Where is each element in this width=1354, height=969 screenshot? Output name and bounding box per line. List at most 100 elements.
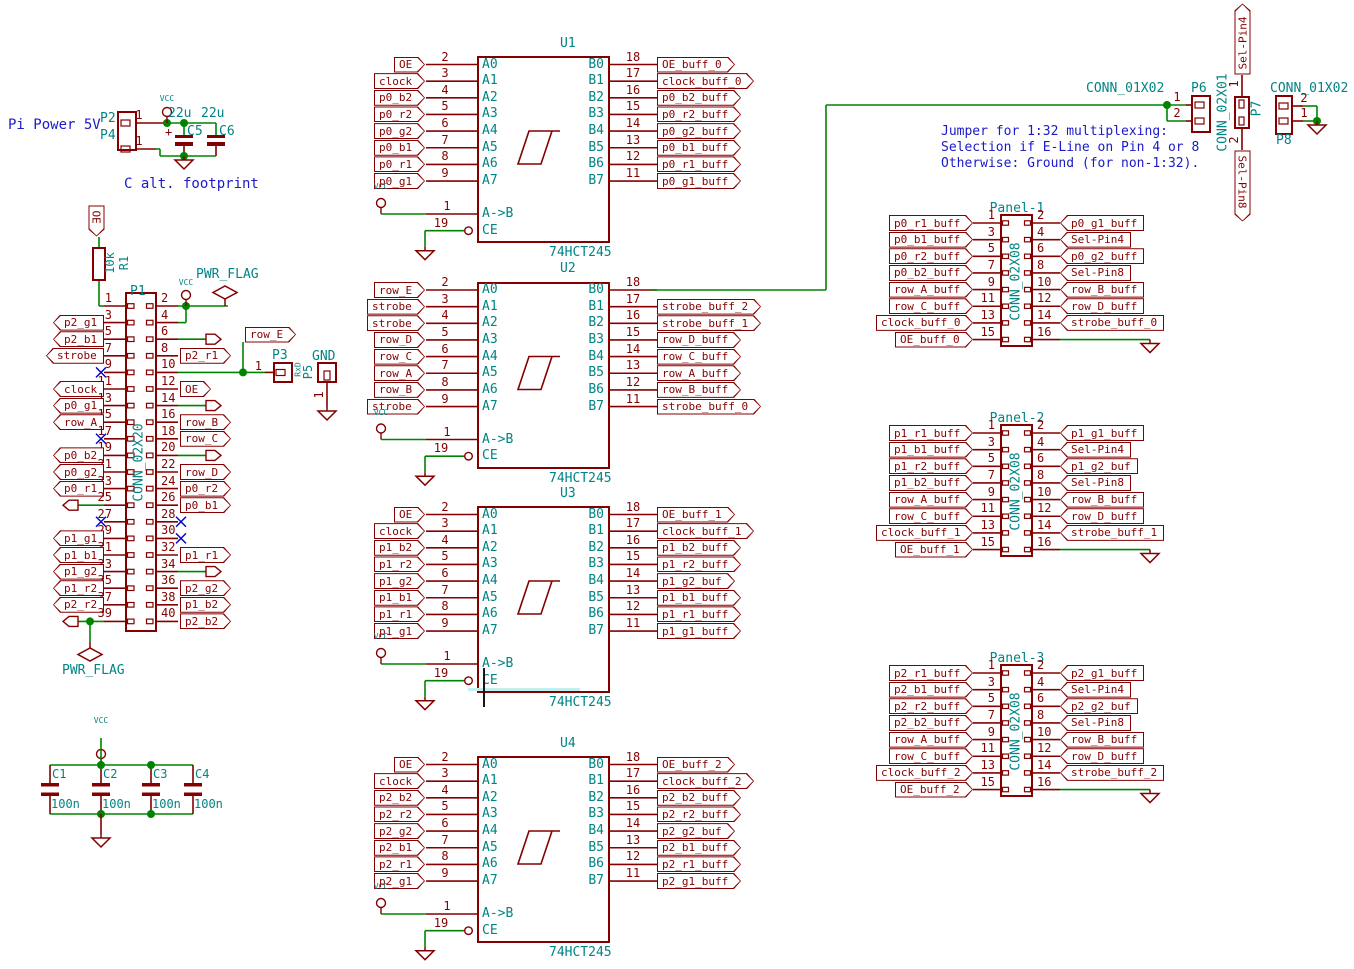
net-label-clock_buff_1[interactable]: clock_buff_1 bbox=[876, 525, 973, 541]
net-label-OE[interactable]: OE bbox=[394, 57, 425, 73]
net-label-p1_r2_buff[interactable]: p1_r2_buff bbox=[889, 458, 973, 474]
ic-body-u1[interactable] bbox=[477, 56, 610, 243]
net-label-p2_r2_buff[interactable]: p2_r2_buff bbox=[657, 806, 741, 822]
net-label-p2_b1[interactable]: p2_b1 bbox=[374, 840, 425, 856]
net-label-strobe[interactable]: strobe bbox=[367, 399, 425, 415]
resistor-body[interactable] bbox=[92, 247, 106, 281]
net-label-OE[interactable]: OE bbox=[180, 381, 211, 397]
net-label-row_B_buff[interactable]: row_B_buff bbox=[657, 382, 741, 398]
connector-body-p1[interactable] bbox=[125, 292, 157, 632]
net-label-strobe[interactable]: strobe bbox=[367, 299, 425, 315]
net-label-p2_r1[interactable]: p2_r1 bbox=[180, 348, 231, 364]
net-label-p1_g1_buff[interactable]: p1_g1_buff bbox=[657, 623, 741, 639]
net-label-clock[interactable]: clock bbox=[53, 381, 104, 397]
net-label-OE_buff_2[interactable]: OE_buff_2 bbox=[895, 782, 973, 798]
net-label-p1_b2_buff[interactable]: p1_b2_buff bbox=[889, 475, 973, 491]
net-label-p0_r1[interactable]: p0_r1 bbox=[53, 480, 104, 497]
connector-body-p2p4[interactable] bbox=[117, 111, 137, 151]
ic-body-u4[interactable] bbox=[477, 756, 610, 943]
net-label-row_B_buff[interactable]: row_B_buff bbox=[1060, 731, 1144, 748]
net-label-p1_r1_buff[interactable]: p1_r1_buff bbox=[889, 425, 973, 441]
net-label-row_D_buff[interactable]: row_D_buff bbox=[1060, 298, 1144, 315]
ic-body-u2[interactable] bbox=[477, 281, 610, 469]
net-label-row_C[interactable]: row_C bbox=[180, 431, 231, 447]
net-label-row_D[interactable]: row_D bbox=[374, 332, 425, 348]
net-label-row_D[interactable]: row_D bbox=[180, 464, 231, 480]
net-label-row_B[interactable]: row_B bbox=[374, 382, 425, 398]
net-label-row_B[interactable]: row_B bbox=[180, 414, 231, 430]
net-label-p1_g1_buff[interactable]: p1_g1_buff bbox=[1060, 425, 1144, 441]
net-label-row_C[interactable]: row_C bbox=[374, 349, 425, 365]
net-label-p2_r2[interactable]: p2_r2 bbox=[374, 806, 425, 822]
net-label-p2_b1_buff[interactable]: p2_b1_buff bbox=[889, 682, 973, 698]
connector-body-p3[interactable] bbox=[273, 362, 293, 383]
net-label-p1_r2[interactable]: p1_r2 bbox=[374, 556, 425, 572]
net-label-p0_r2[interactable]: p0_r2 bbox=[180, 481, 231, 497]
net-label-row_D_buff[interactable]: row_D_buff bbox=[1060, 748, 1144, 765]
net-label-p1_b1_buff[interactable]: p1_b1_buff bbox=[889, 442, 973, 458]
net-label-OE[interactable]: OE bbox=[394, 757, 425, 773]
net-label-row_C_buff[interactable]: row_C_buff bbox=[889, 298, 973, 314]
net-label-row_D_buff[interactable]: row_D_buff bbox=[1060, 508, 1144, 525]
net-label-p1_g2_buf[interactable]: p1_g2_buf bbox=[657, 573, 735, 589]
net-label-Sel-Pin8[interactable]: Sel-Pin8 bbox=[1060, 264, 1131, 281]
connector-body-p5[interactable] bbox=[317, 362, 337, 383]
net-label-OE_buff_2[interactable]: OE_buff_2 bbox=[657, 757, 735, 773]
connector-body-panel1[interactable] bbox=[1000, 214, 1033, 347]
net-label-p1_r1[interactable]: p1_r1 bbox=[374, 606, 425, 622]
net-label-clock_buff_1[interactable]: clock_buff_1 bbox=[657, 523, 754, 539]
net-label-p0_g1[interactable]: p0_g1 bbox=[374, 173, 425, 189]
net-label-p0_g1[interactable]: p0_g1 bbox=[53, 397, 104, 414]
net-label-p0_r1[interactable]: p0_r1 bbox=[374, 156, 425, 172]
net-label-row_A_buff[interactable]: row_A_buff bbox=[657, 365, 741, 381]
net-label-clock[interactable]: clock bbox=[374, 773, 425, 789]
net-label-clock_buff_2[interactable]: clock_buff_2 bbox=[657, 773, 754, 789]
net-label-row_A_buff[interactable]: row_A_buff bbox=[889, 732, 973, 748]
net-label-p0_g1_buff[interactable]: p0_g1_buff bbox=[1060, 215, 1144, 231]
net-label-strobe[interactable]: strobe bbox=[367, 315, 425, 331]
net-label-p0_b2_buff[interactable]: p0_b2_buff bbox=[889, 265, 973, 281]
net-label-p0_r2_buff[interactable]: p0_r2_buff bbox=[657, 106, 741, 122]
connector-body-panel3[interactable] bbox=[1000, 664, 1033, 797]
net-label-row_A_buff[interactable]: row_A_buff bbox=[889, 282, 973, 298]
net-label-OE_buff_0[interactable]: OE_buff_0 bbox=[895, 332, 973, 348]
net-label-p1_b2[interactable]: p1_b2 bbox=[374, 540, 425, 556]
net-label-strobe_buff_2[interactable]: strobe_buff_2 bbox=[1060, 764, 1164, 781]
net-label-p1_b1[interactable]: p1_b1 bbox=[374, 590, 425, 606]
net-label-p0_r2_buff[interactable]: p0_r2_buff bbox=[889, 248, 973, 264]
connector-body-p7[interactable] bbox=[1234, 96, 1250, 129]
net-label-p0_b2[interactable]: p0_b2 bbox=[53, 447, 104, 464]
net-label-row_E[interactable]: row_E bbox=[374, 282, 425, 298]
net-label-p2_g1[interactable]: p2_g1 bbox=[53, 314, 104, 331]
net-label-p2_r2[interactable]: p2_r2 bbox=[53, 596, 104, 613]
net-label-p0_g2_buff[interactable]: p0_g2_buff bbox=[1060, 248, 1144, 265]
net-label-p2_b1[interactable]: p2_b1 bbox=[53, 331, 104, 348]
net-label-p0_b2_buff[interactable]: p0_b2_buff bbox=[657, 90, 741, 106]
net-label-row_C_buff[interactable]: row_C_buff bbox=[657, 349, 741, 365]
net-label-p0_g1_buff[interactable]: p0_g1_buff bbox=[657, 173, 741, 189]
net-label-clock_buff_0[interactable]: clock_buff_0 bbox=[657, 73, 754, 89]
net-label-Sel-Pin8[interactable]: Sel-Pin8 bbox=[1234, 151, 1250, 222]
net-label-clock_buff_2[interactable]: clock_buff_2 bbox=[876, 765, 973, 781]
net-label-row_C_buff[interactable]: row_C_buff bbox=[889, 508, 973, 524]
net-label-p1_g2[interactable]: p1_g2 bbox=[53, 563, 104, 580]
net-label-p0_g2_buff[interactable]: p0_g2_buff bbox=[657, 123, 741, 139]
net-label-Sel-Pin4[interactable]: Sel-Pin4 bbox=[1234, 4, 1250, 75]
net-label-strobe_buff_1[interactable]: strobe_buff_1 bbox=[1060, 524, 1164, 541]
net-label-p2_g2[interactable]: p2_g2 bbox=[374, 823, 425, 839]
net-label-clock_buff_0[interactable]: clock_buff_0 bbox=[876, 315, 973, 331]
net-label-Sel-Pin4[interactable]: Sel-Pin4 bbox=[1060, 681, 1131, 698]
net-label-clock[interactable]: clock bbox=[374, 523, 425, 539]
net-label-Sel-Pin8[interactable]: Sel-Pin8 bbox=[1060, 714, 1131, 731]
net-label-p2_b2_buff[interactable]: p2_b2_buff bbox=[657, 790, 741, 806]
net-label-p1_r2_buff[interactable]: p1_r2_buff bbox=[657, 556, 741, 572]
net-label-p1_b2[interactable]: p1_b2 bbox=[180, 597, 231, 613]
net-label-OE_buff_1[interactable]: OE_buff_1 bbox=[657, 507, 735, 523]
net-label-row_C_buff[interactable]: row_C_buff bbox=[889, 748, 973, 764]
net-label-row_A[interactable]: row_A bbox=[374, 365, 425, 381]
net-label-p0_g2[interactable]: p0_g2 bbox=[374, 123, 425, 139]
net-label-row_A[interactable]: row_A bbox=[53, 414, 104, 431]
net-label-p2_r1_buff[interactable]: p2_r1_buff bbox=[889, 665, 973, 681]
net-label-strobe[interactable]: strobe bbox=[46, 347, 104, 364]
net-label-p1_g1[interactable]: p1_g1 bbox=[53, 530, 104, 547]
